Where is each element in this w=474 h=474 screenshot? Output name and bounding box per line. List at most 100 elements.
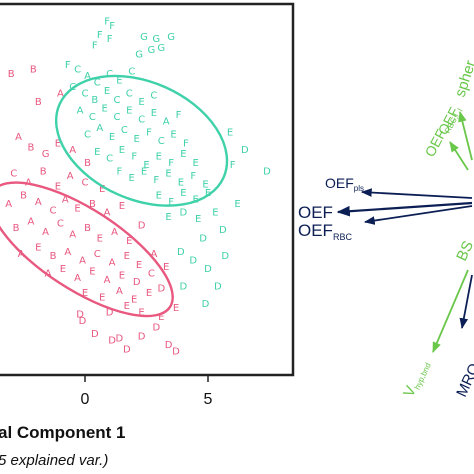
score-point: D: [76, 310, 84, 321]
score-point: F: [176, 110, 182, 121]
score-point: C: [10, 169, 17, 180]
score-point: E: [151, 108, 157, 119]
score-point: A: [27, 216, 34, 227]
score-point: B: [8, 69, 15, 80]
score-point: E: [35, 242, 41, 253]
score-point: F: [168, 197, 174, 208]
score-point: D: [165, 340, 173, 351]
score-point: F: [146, 127, 152, 138]
score-point: B: [50, 251, 57, 262]
score-point: E: [89, 266, 95, 277]
score-point: D: [138, 331, 146, 342]
score-point: G: [157, 43, 165, 54]
score-point: E: [55, 182, 61, 193]
score-point: C: [150, 91, 157, 102]
score-point: E: [99, 184, 105, 195]
loading-label-oef-rbc: OEFRBC: [298, 221, 352, 242]
score-point: E: [180, 149, 186, 160]
score-point: D: [263, 167, 271, 178]
loading-label-mro: MRO: [453, 361, 474, 400]
score-point: E: [158, 312, 164, 323]
x-axis-sublabel: 5 explained var.): [0, 452, 108, 469]
score-point: E: [141, 167, 147, 178]
score-point: F: [230, 160, 236, 171]
score-point: B: [20, 190, 27, 201]
score-point: A: [35, 197, 42, 208]
score-point: C: [82, 177, 89, 188]
score-point: E: [165, 169, 171, 180]
score-point: C: [57, 219, 64, 230]
score-point: E: [126, 106, 132, 117]
score-point: E: [143, 160, 149, 171]
score-point: C: [158, 136, 165, 147]
score-point: E: [202, 180, 208, 191]
score-point: E: [116, 75, 122, 86]
score-point: B: [84, 158, 91, 169]
loading-label-oef-pls: OEFpls: [325, 175, 364, 193]
loading-label-oef-l: OEFl: [435, 103, 465, 139]
group-ellipses: [0, 74, 229, 318]
score-point: B: [27, 143, 34, 154]
score-point: E: [102, 104, 108, 115]
score-point: B: [91, 95, 98, 106]
plot-frame: [0, 2, 295, 377]
score-point: D: [108, 336, 116, 347]
score-point: D: [91, 329, 99, 340]
score-point: E: [129, 173, 135, 184]
score-point: E: [82, 288, 88, 299]
score-point: A: [69, 145, 76, 156]
score-point: G: [167, 32, 175, 43]
score-point: C: [114, 112, 121, 123]
score-point: E: [119, 201, 125, 212]
score-point: C: [74, 65, 81, 76]
score-point: A: [74, 273, 81, 284]
score-point: E: [119, 145, 125, 156]
score-point: E: [97, 234, 103, 245]
score-point: E: [109, 132, 115, 143]
loading-arrow-oef-rbc: [363, 205, 473, 225]
loading-label-spher: spher: [452, 58, 474, 99]
score-point: D: [241, 145, 249, 156]
score-point: F: [168, 158, 174, 169]
score-point: A: [163, 117, 170, 128]
score-point: E: [124, 301, 130, 312]
score-point: D: [202, 299, 210, 310]
score-point: E: [134, 134, 140, 145]
score-point: A: [150, 249, 157, 260]
score-point: A: [67, 171, 74, 182]
score-point: E: [126, 236, 132, 247]
score-point: A: [62, 195, 69, 206]
score-point: G: [135, 49, 143, 60]
score-point: F: [109, 21, 115, 32]
score-point: C: [82, 88, 89, 99]
score-point: A: [79, 255, 86, 266]
loading-arrow-oef-pls: [360, 188, 473, 199]
score-point: A: [104, 208, 111, 219]
score-point: E: [156, 151, 162, 162]
score-point: C: [106, 153, 113, 164]
score-point: G: [140, 32, 148, 43]
loading-label-v-hyp: Vhyp,bnd: [400, 358, 433, 400]
group-ellipse: [54, 74, 229, 207]
score-point: C: [50, 206, 57, 217]
score-point: E: [104, 86, 110, 97]
score-point: D: [204, 264, 212, 275]
score-point: C: [121, 125, 128, 136]
score-point: D: [221, 251, 229, 262]
score-point: C: [148, 269, 155, 280]
score-point: A: [116, 286, 123, 297]
score-point: B: [40, 167, 47, 178]
score-point: A: [111, 227, 118, 238]
score-point: G: [148, 45, 156, 56]
score-point: F: [183, 138, 189, 149]
score-point: E: [193, 158, 199, 169]
score-point: C: [138, 114, 145, 125]
score-point: E: [146, 288, 152, 299]
score-point: E: [138, 97, 144, 108]
score-point: E: [99, 292, 105, 303]
loading-arrow-oef-rbc-l: [449, 141, 469, 171]
score-point: E: [178, 177, 184, 188]
